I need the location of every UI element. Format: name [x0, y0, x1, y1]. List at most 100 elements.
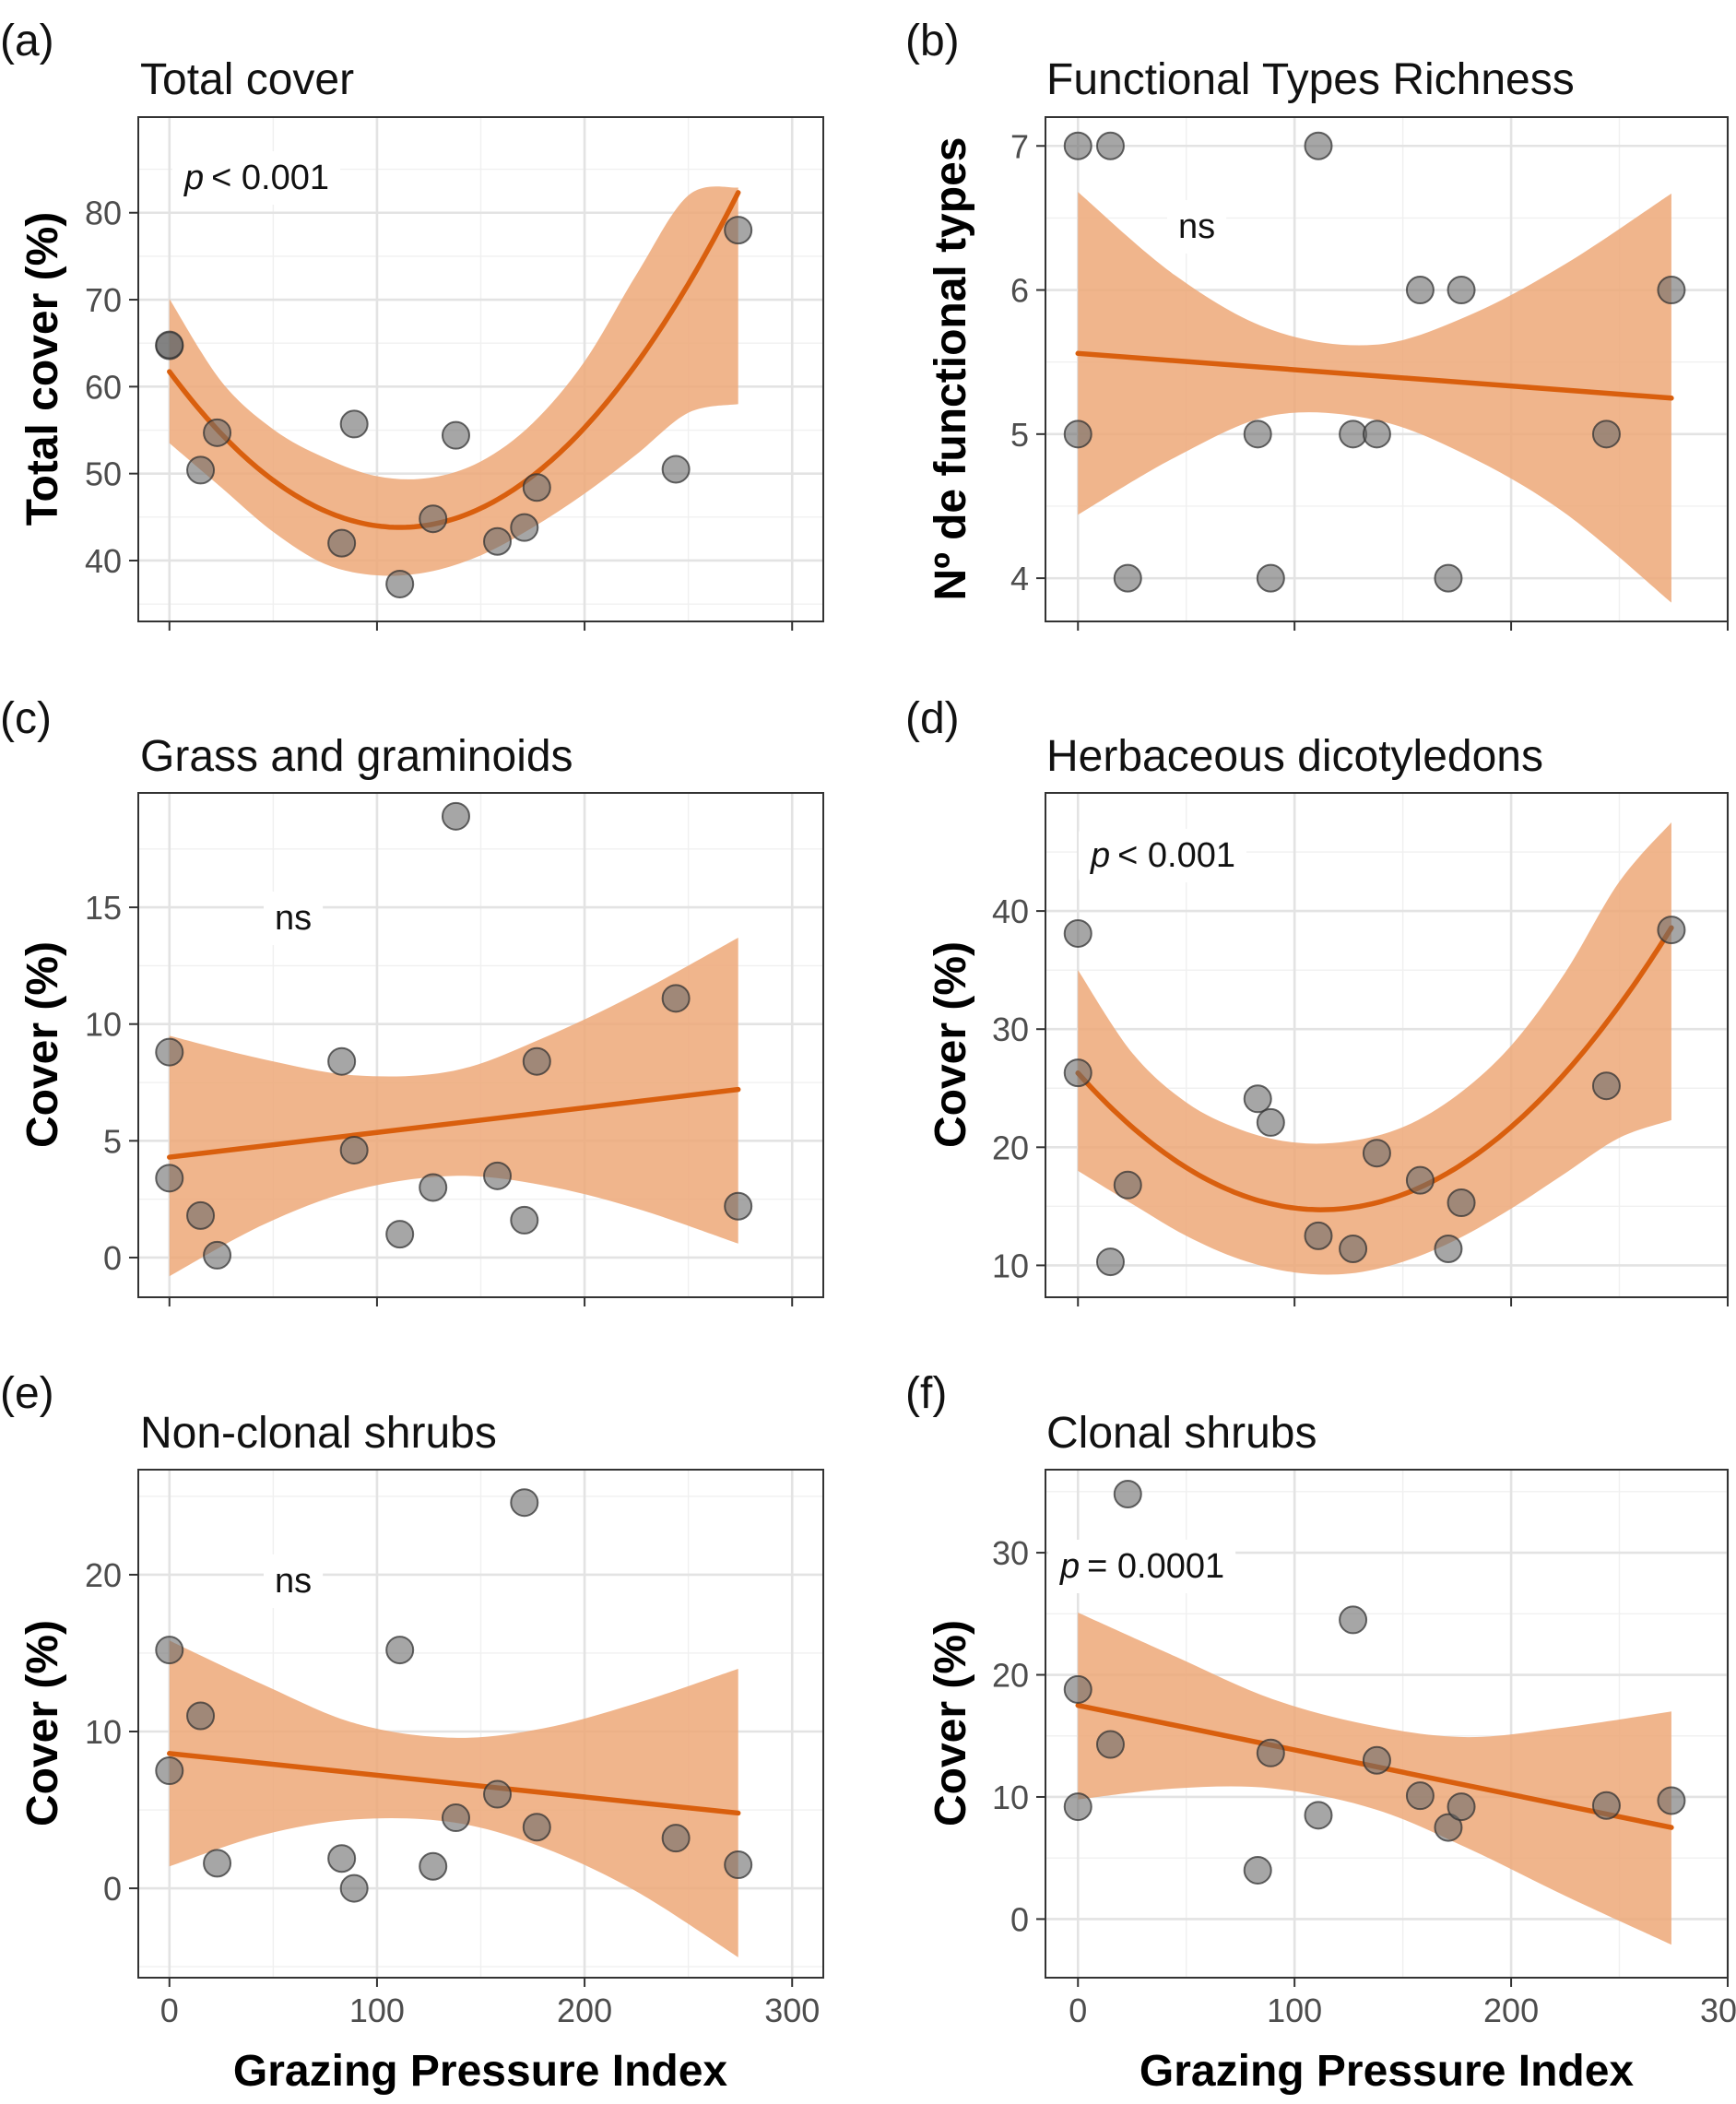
data-point: [203, 1240, 232, 1270]
panel-letter: (f): [905, 1369, 947, 1418]
x-tick-label: 300: [764, 1992, 820, 2029]
panel-letter: (b): [905, 17, 960, 65]
data-point: [1304, 1801, 1333, 1830]
data-point: [186, 1701, 216, 1731]
y-tick-label: 20: [85, 1556, 122, 1594]
data-point: [1063, 420, 1092, 449]
data-point: [522, 473, 551, 502]
data-point: [1304, 131, 1333, 160]
data-point: [1095, 1730, 1125, 1759]
data-point: [1591, 420, 1621, 449]
y-tick-label: 0: [103, 1239, 122, 1277]
data-point: [1362, 420, 1391, 449]
data-point: [1591, 1071, 1621, 1101]
y-tick-label: 70: [85, 281, 122, 319]
data-point: [1113, 1479, 1142, 1508]
data-point: [441, 420, 470, 450]
data-point: [1447, 276, 1476, 305]
p-symbol: p: [1059, 1547, 1080, 1586]
y-tick-label: 15: [85, 889, 122, 927]
p-symbol: p: [1090, 836, 1110, 875]
data-point: [155, 330, 184, 360]
data-point: [155, 1164, 184, 1193]
annotation-background: [264, 892, 324, 945]
data-point: [661, 455, 691, 484]
panel-title: Total cover: [140, 55, 354, 104]
plot-area: 4 5 6 7: [1010, 116, 1730, 631]
data-point: [1095, 1247, 1125, 1277]
data-point: [724, 1850, 753, 1880]
plot-area: 0 5 10 15: [85, 792, 824, 1306]
data-point: [1657, 1786, 1686, 1815]
y-axis-title: Cover (%): [927, 941, 975, 1148]
significance-annotation: ns: [1178, 207, 1215, 246]
data-point: [203, 1849, 232, 1878]
significance-annotation: p < 0.001: [183, 159, 329, 197]
data-point: [483, 1161, 513, 1190]
y-tick-label: 10: [992, 1247, 1029, 1284]
data-point: [339, 1135, 369, 1164]
data-point: [1063, 1792, 1092, 1822]
data-point: [1063, 1058, 1092, 1088]
data-point: [327, 528, 357, 558]
data-point: [1405, 1781, 1435, 1811]
data-point: [327, 1046, 357, 1076]
x-tick-label: 300: [1700, 1992, 1736, 2029]
y-tick-label: 30: [992, 1011, 1029, 1048]
panel-letter: (e): [0, 1369, 54, 1418]
data-point: [1256, 1738, 1285, 1767]
data-point: [1657, 916, 1686, 945]
annotation-background: [1048, 1540, 1236, 1593]
y-tick-label: 20: [992, 1129, 1029, 1166]
fit-line: [1075, 350, 1674, 401]
y-axis-title: Cover (%): [18, 941, 67, 1148]
panel-title: Non-clonal shrubs: [140, 1409, 497, 1458]
annotation-background: [1167, 200, 1227, 254]
data-point: [385, 1636, 415, 1665]
data-point: [155, 1756, 184, 1786]
fit-line: [1075, 925, 1674, 1212]
data-point: [724, 1191, 753, 1221]
panel-a: (a) Total cover Total cover (%) 40 50 60 70…: [0, 17, 824, 631]
data-point: [1405, 276, 1435, 305]
y-tick-label: 6: [1010, 272, 1029, 310]
data-point: [441, 1803, 470, 1833]
x-axis-title-right: Grazing Pressure Index: [1140, 2047, 1635, 2096]
data-point: [155, 1037, 184, 1067]
data-point: [661, 1824, 691, 1853]
p-symbol: p: [183, 159, 204, 197]
significance-annotation: p = 0.0001: [1059, 1547, 1224, 1586]
data-point: [1434, 1813, 1463, 1842]
y-axis-title: Cover (%): [18, 1620, 67, 1826]
data-point: [510, 1205, 539, 1235]
data-point: [203, 418, 232, 447]
data-point: [483, 1779, 513, 1809]
confidence-band: [169, 186, 738, 576]
annotation-background: [264, 1554, 324, 1608]
data-point: [419, 1851, 448, 1881]
data-point: [661, 984, 691, 1013]
y-tick-label: 5: [103, 1122, 122, 1160]
data-point: [339, 409, 369, 439]
plot-frame: [137, 1469, 824, 1979]
p-value: = 0.0001: [1087, 1547, 1224, 1586]
data-point: [1339, 420, 1368, 449]
p-value: ns: [1178, 207, 1215, 246]
p-value: < 0.001: [211, 159, 329, 197]
y-tick-label: 40: [85, 542, 122, 580]
data-point: [1339, 1234, 1368, 1263]
data-point: [1434, 563, 1463, 593]
confidence-band: [169, 938, 738, 1277]
y-tick-label: 10: [85, 1006, 122, 1044]
y-tick-label: 10: [85, 1713, 122, 1751]
significance-annotation: ns: [275, 1562, 312, 1601]
panel-title: Clonal shrubs: [1046, 1409, 1317, 1458]
y-tick-label: 40: [992, 892, 1029, 930]
data-point: [1339, 1605, 1368, 1635]
panel-title: Grass and graminoids: [140, 732, 573, 781]
data-point: [1063, 1674, 1092, 1704]
y-tick-label: 4: [1010, 560, 1029, 597]
data-point: [724, 216, 753, 245]
panel-letter: (d): [905, 694, 960, 743]
y-tick-label: 30: [992, 1534, 1029, 1572]
